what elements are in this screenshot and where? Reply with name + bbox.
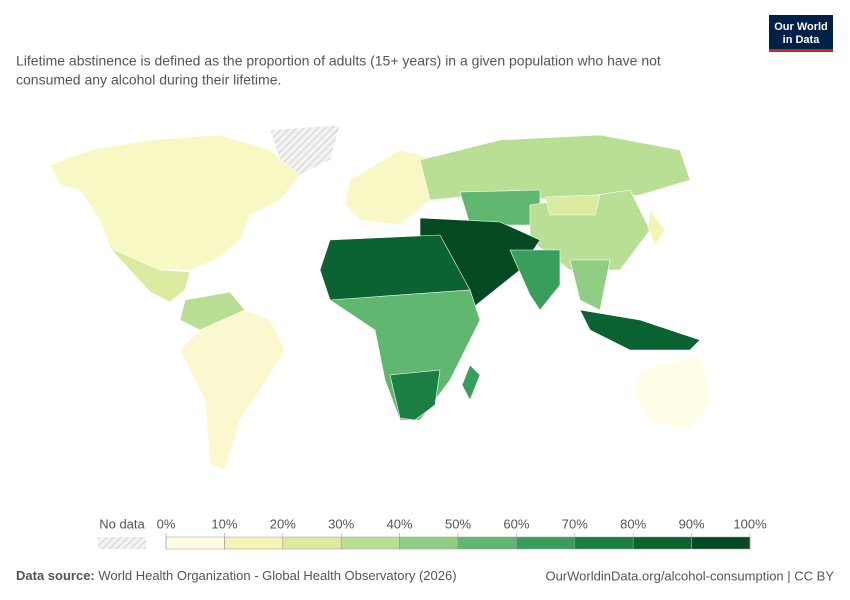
legend-bin: [340, 536, 400, 550]
australia[interactable]: [634, 354, 711, 431]
no-data-label: No data: [99, 516, 145, 531]
russia[interactable]: [419, 134, 691, 201]
legend-tick-label: 100%: [733, 516, 767, 531]
legend-tick-label: 80%: [620, 516, 646, 531]
legend-bin: [224, 536, 284, 550]
legend-tick-label: 40%: [387, 516, 413, 531]
south-america[interactable]: [179, 309, 286, 471]
world-map: [49, 124, 711, 471]
legend-bin: [282, 536, 342, 550]
legend-bin: [632, 536, 692, 550]
indonesia[interactable]: [579, 309, 701, 351]
source-label: Data source:: [16, 568, 95, 583]
legend-bin: [399, 536, 459, 550]
logo-text: Our World: [774, 21, 828, 33]
southern-africa[interactable]: [389, 369, 441, 421]
logo-box: [769, 15, 833, 52]
legend-tick-label: 20%: [270, 516, 296, 531]
madagascar[interactable]: [461, 364, 481, 401]
europe[interactable]: [344, 149, 441, 226]
legend-tick-label: 30%: [328, 516, 354, 531]
central-asia[interactable]: [459, 189, 541, 226]
legend-bin: [165, 536, 225, 550]
southeast-asia[interactable]: [569, 259, 611, 311]
legend-bin: [574, 536, 634, 550]
no-data-swatch: [98, 537, 146, 549]
japan[interactable]: [647, 209, 666, 246]
legend-tick-label: 90%: [679, 516, 705, 531]
subtitle: consumed any alcohol during their lifeti…: [16, 72, 281, 88]
logo-bar: [769, 49, 833, 52]
legend-bin: [457, 536, 517, 550]
legend-tick-label: 50%: [445, 516, 471, 531]
legend-tick-label: 70%: [562, 516, 588, 531]
subtitle: Lifetime abstinence is defined as the pr…: [16, 53, 661, 69]
mexico[interactable]: [109, 247, 191, 303]
source-text: World Health Organization - Global Healt…: [98, 568, 456, 583]
source: Data source: World Health Organization -…: [16, 568, 457, 583]
mongolia[interactable]: [544, 194, 601, 216]
legend-bin: [516, 536, 576, 550]
greenland[interactable]: [269, 124, 341, 176]
india[interactable]: [509, 249, 561, 311]
legend-tick-label: 10%: [211, 516, 237, 531]
logo-text: in Data: [783, 34, 821, 46]
legend: No data 0% 10% 20% 30% 40% 50% 60% 70% 80% 90% 100…: [98, 516, 767, 550]
legend-bin: [691, 536, 751, 550]
legend-tick-label: 0%: [157, 516, 176, 531]
north-america[interactable]: [49, 134, 301, 271]
south-africa[interactable]: [329, 289, 481, 421]
source-url: OurWorldinData.org/alcohol-consumption |…: [545, 568, 834, 583]
legend-tick-label: 60%: [503, 516, 529, 531]
logo[interactable]: Our World in Data: [769, 15, 833, 52]
